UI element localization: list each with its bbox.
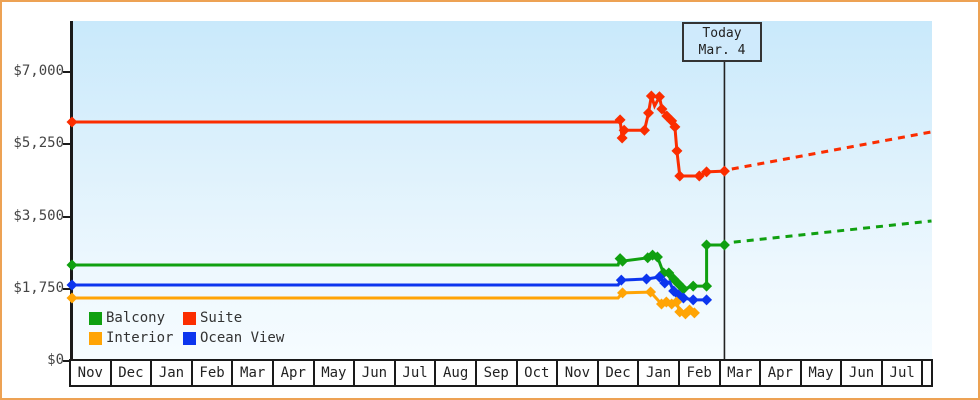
today-date: Mar. 4	[698, 43, 746, 58]
month-cell-stub	[923, 361, 931, 385]
month-cell: May	[315, 361, 356, 385]
legend-item-interior: Interior	[89, 328, 183, 348]
month-cell: Nov	[558, 361, 599, 385]
month-cell: Mar	[721, 361, 762, 385]
month-cell: Jun	[842, 361, 883, 385]
month-cell: Jul	[883, 361, 924, 385]
y-axis-tick-label: $7,000	[13, 63, 64, 79]
month-cell: May	[802, 361, 843, 385]
month-cell: Dec	[599, 361, 640, 385]
today-marker-box: Today Mar. 4	[682, 22, 762, 62]
month-cell: Jan	[152, 361, 193, 385]
y-axis-tick	[63, 71, 71, 73]
month-cell: Feb	[680, 361, 721, 385]
legend-swatch-icon	[183, 311, 196, 325]
legend-label: Suite	[200, 310, 243, 326]
y-axis-tick-label: $0	[47, 352, 64, 368]
month-cell: Apr	[274, 361, 315, 385]
legend-swatch-icon	[183, 331, 196, 345]
legend-swatch-icon	[89, 311, 102, 325]
y-axis-tick	[63, 287, 71, 290]
month-axis: Nov Dec Jan Feb Mar Apr May Jun Jul Aug Sep Oct Nov D…	[69, 359, 933, 387]
month-cell: Jun	[355, 361, 396, 385]
legend-label: Ocean View	[200, 330, 285, 346]
legend-item-balcony: Balcony	[89, 308, 183, 328]
month-cell: Feb	[193, 361, 234, 385]
month-cell: Apr	[761, 361, 802, 385]
legend-label: Interior	[106, 330, 174, 346]
y-axis-tick-label: $3,500	[13, 207, 64, 224]
y-axis-tick	[63, 360, 71, 362]
month-cell: Jan	[639, 361, 680, 385]
month-cell: Nov	[71, 361, 112, 385]
legend-swatch-icon	[89, 331, 102, 345]
month-cell: Mar	[233, 361, 274, 385]
month-cell: Dec	[112, 361, 153, 385]
month-cell: Jul	[396, 361, 437, 385]
legend-item-suite: Suite	[183, 308, 284, 328]
y-axis-tick	[63, 215, 71, 218]
legend-label: Balcony	[106, 310, 166, 326]
today-label: Today	[702, 26, 742, 41]
y-axis-tick-label: $1,750	[13, 279, 64, 296]
y-axis-tick-label: $5,250	[13, 135, 64, 152]
month-cell: Aug	[436, 361, 477, 385]
chart-legend: Balcony Suite Interior Ocean View	[89, 308, 284, 348]
y-axis-line	[70, 21, 73, 360]
legend-item-ocean-view: Ocean View	[183, 328, 284, 348]
y-axis-tick	[63, 143, 71, 146]
month-cell: Oct	[518, 361, 559, 385]
month-cell: Sep	[477, 361, 518, 385]
